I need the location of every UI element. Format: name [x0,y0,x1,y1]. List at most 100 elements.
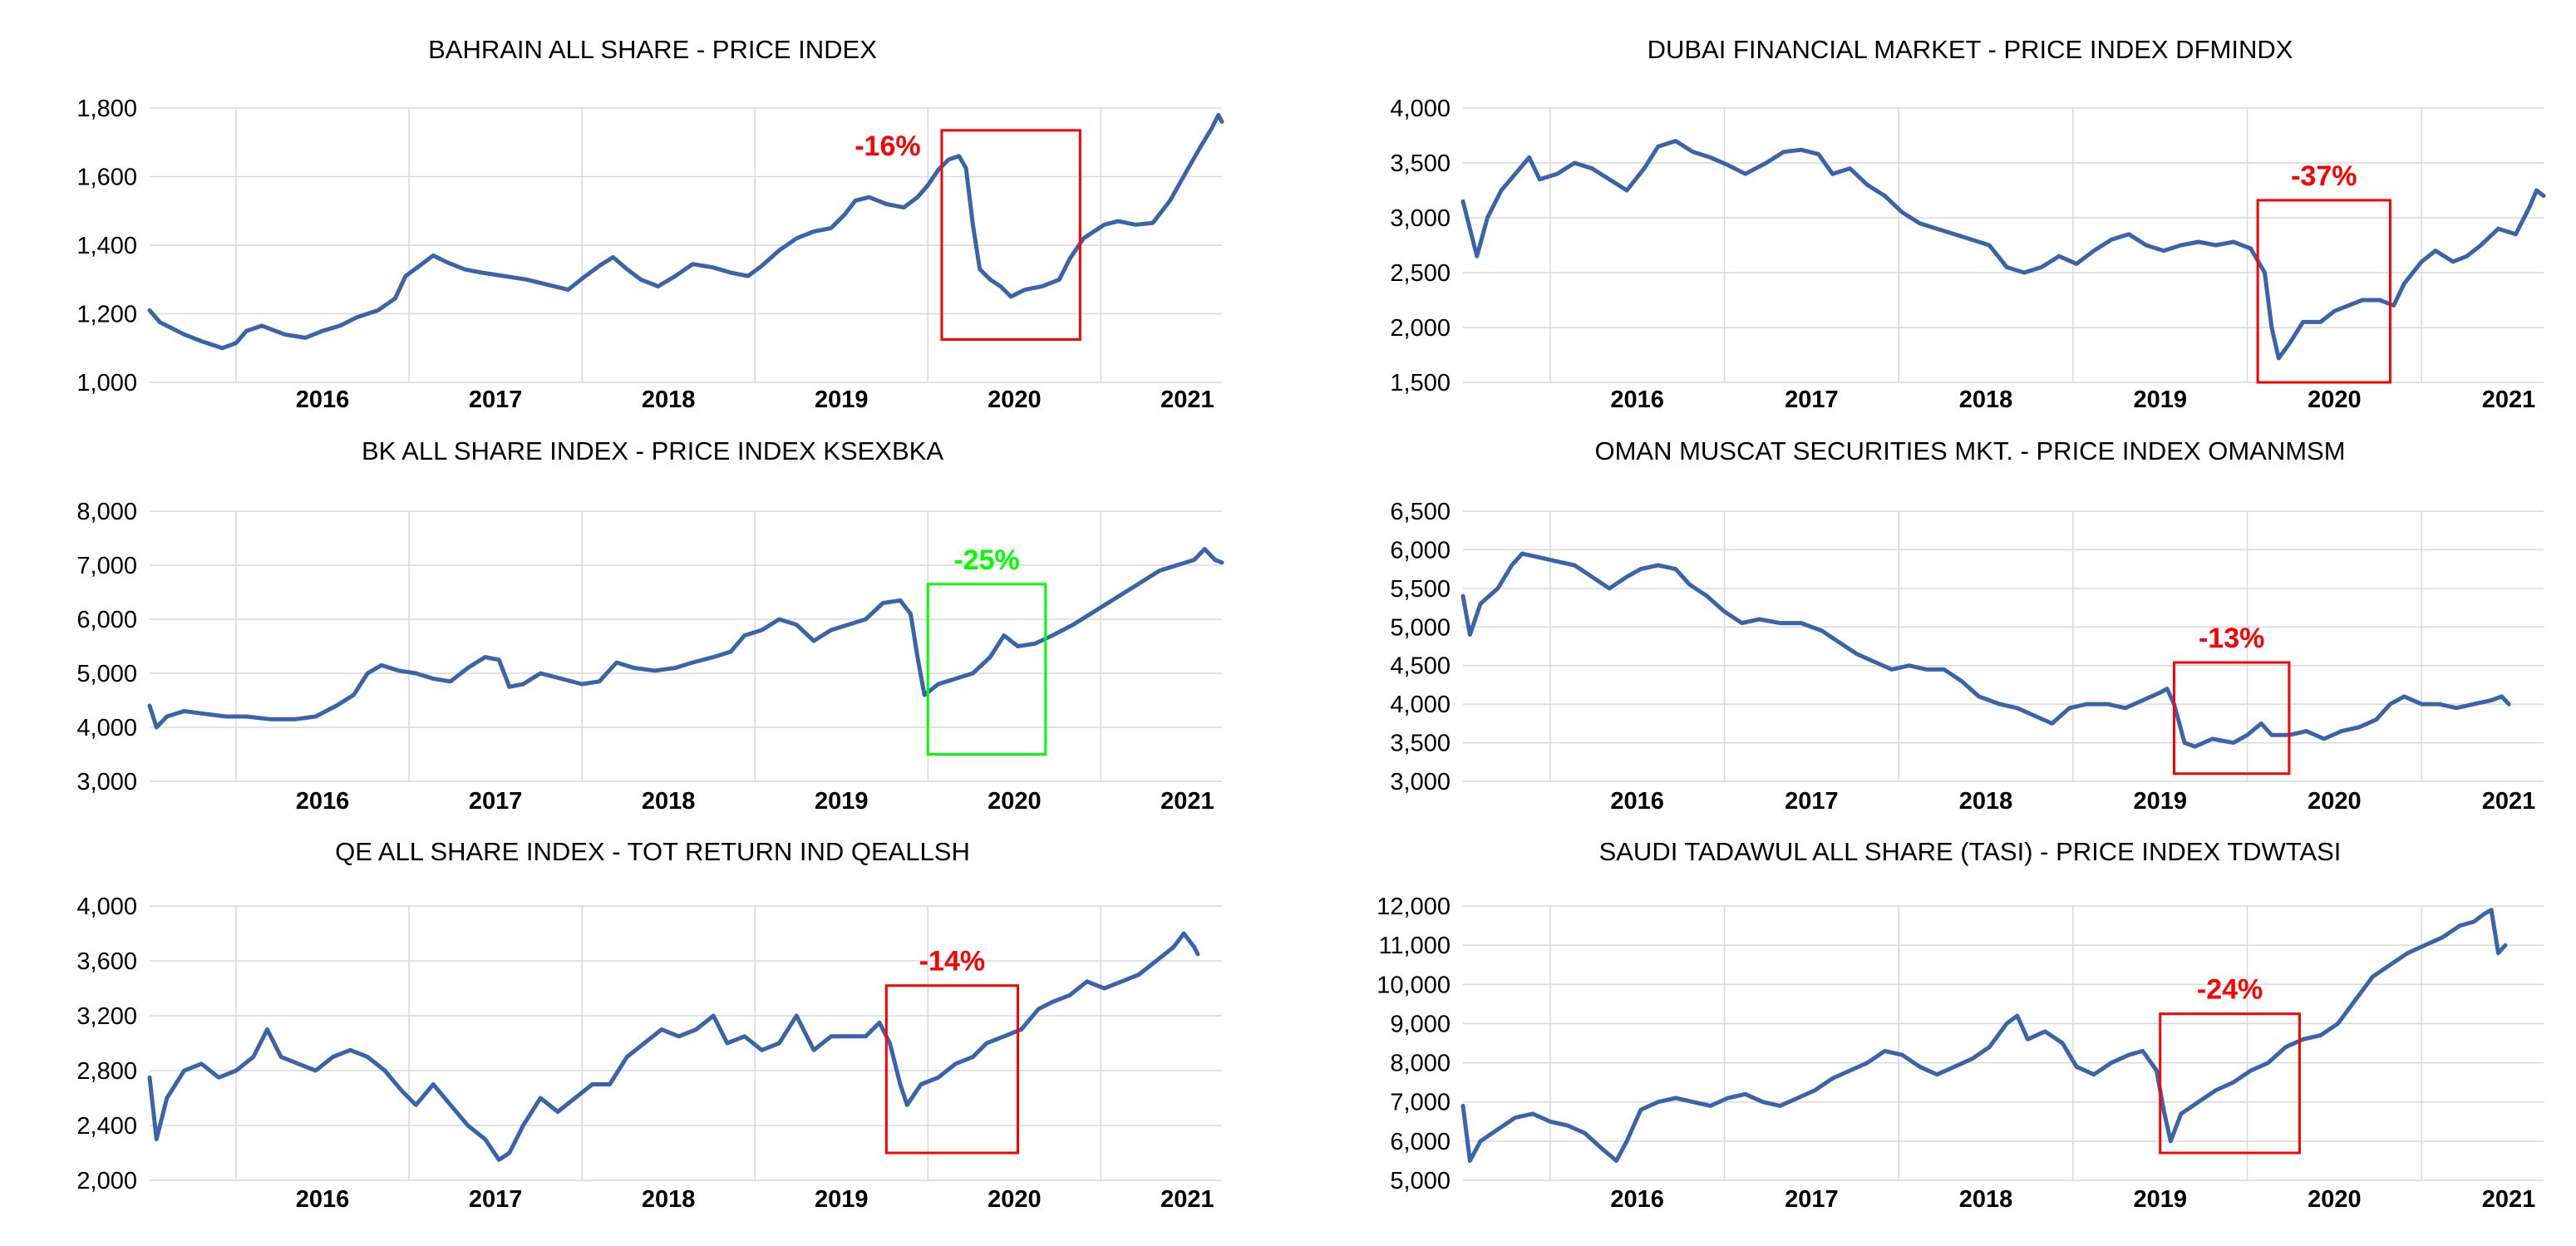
annotation-label: -13% [2199,623,2264,654]
x-tick-label: 2018 [1959,788,2013,815]
y-tick-label: 8,000 [1390,1051,1451,1077]
x-tick-label: 2016 [296,1186,350,1213]
x-tick-label: 2020 [988,1186,1042,1213]
y-tick-label: 3,000 [1390,769,1451,795]
series-line [1460,908,2508,1163]
chart-title: BAHRAIN ALL SHARE - PRICE INDEX [428,35,877,64]
y-tick-label: 3,500 [1390,150,1451,177]
x-tick-label: 2019 [815,1186,869,1213]
y-tick-label: 5,000 [1390,1168,1451,1194]
x-tick-label: 2017 [469,788,523,815]
chart-panel-0: BAHRAIN ALL SHARE - PRICE INDEX 1,000 1,20… [76,35,1224,413]
chart-panel-3: OMAN MUSCAT SECURITIES MKT. - PRICE INDE… [1390,436,2544,815]
x-tick-label: 2017 [469,1186,523,1213]
x-tick-label: 2020 [988,387,1042,413]
x-tick-label: 2020 [988,788,1042,815]
x-tick-label: 2016 [296,788,350,815]
y-tick-label: 4,000 [76,894,137,920]
x-tick-label: 2021 [2482,387,2536,413]
y-tick-label: 6,000 [1390,537,1451,564]
y-tick-label: 3,200 [76,1003,137,1030]
annotation-label: -16% [855,131,920,162]
y-tick-label: 4,000 [76,715,137,741]
y-tick-label: 6,000 [76,607,137,633]
x-tick-label: 2019 [2133,788,2187,815]
x-tick-label: 2020 [2308,1186,2362,1213]
x-tick-label: 2018 [1959,387,2013,413]
x-tick-label: 2018 [642,788,696,815]
chart-title: BK ALL SHARE INDEX - PRICE INDEX KSEXBKA [362,436,943,465]
annotation-label: -37% [2291,160,2357,192]
chart-panel-4: QE ALL SHARE INDEX - TOT RETURN IND QEAL… [76,837,1222,1213]
y-tick-label: 2,800 [76,1058,137,1085]
y-tick-label: 5,500 [1390,576,1451,603]
y-tick-label: 8,000 [76,499,137,525]
annotation-label: -25% [953,544,1019,576]
x-tick-label: 2016 [296,387,350,413]
y-tick-label: 2,000 [1390,315,1451,342]
y-tick-label: 2,000 [76,1168,137,1194]
y-tick-label: 1,500 [1390,370,1451,396]
x-tick-label: 2017 [469,387,523,413]
chart-title: SAUDI TADAWUL ALL SHARE (TASI) - PRICE I… [1599,837,2342,866]
y-tick-label: 3,600 [76,948,137,975]
chart-title: DUBAI FINANCIAL MARKET - PRICE INDEX DFM… [1648,35,2293,64]
x-tick-label: 2021 [1160,788,1214,815]
y-tick-label: 3,000 [1390,205,1451,232]
annotation-box [884,984,1019,1155]
y-tick-label: 11,000 [1378,933,1451,959]
chart-title: QE ALL SHARE INDEX - TOT RETURN IND QEAL… [335,837,970,866]
y-tick-label: 7,000 [1390,1090,1451,1116]
series-line [147,547,1224,730]
y-tick-label: 1,800 [76,96,137,122]
chart-title: OMAN MUSCAT SECURITIES MKT. - PRICE INDE… [1594,436,2345,465]
x-tick-label: 2018 [1959,1186,2013,1213]
x-tick-label: 2021 [1160,1186,1214,1213]
chart-panel-2: BK ALL SHARE INDEX - PRICE INDEX KSEXBKA… [76,436,1224,815]
y-tick-label: 1,000 [76,370,137,396]
y-tick-label: 9,000 [1390,1011,1451,1037]
annotation-box [926,583,1047,756]
series-line [147,112,1224,351]
y-tick-label: 6,000 [1390,1129,1451,1155]
y-tick-label: 2,400 [76,1113,137,1140]
annotation-box [940,129,1081,341]
y-tick-label: 4,000 [1390,692,1451,718]
x-tick-label: 2021 [2482,788,2536,815]
x-tick-label: 2021 [1160,387,1214,413]
annotation-label: -14% [919,946,985,978]
chart-panel-1: DUBAI FINANCIAL MARKET - PRICE INDEX DFM… [1390,35,2546,413]
x-tick-label: 2018 [642,387,696,413]
x-tick-label: 2021 [2482,1186,2536,1213]
annotation-label: -24% [2197,974,2263,1006]
y-tick-label: 5,000 [76,661,137,687]
y-tick-label: 5,000 [1390,614,1451,641]
y-tick-label: 4,000 [1390,96,1451,122]
y-tick-label: 1,200 [76,302,137,328]
series-line [147,931,1200,1162]
y-tick-label: 3,500 [1390,731,1451,757]
y-tick-label: 1,600 [76,165,137,191]
x-tick-label: 2020 [2308,788,2362,815]
annotation-box [2159,1012,2301,1155]
x-tick-label: 2016 [1610,387,1664,413]
x-tick-label: 2018 [642,1186,696,1213]
x-tick-label: 2017 [1785,788,1839,815]
x-tick-label: 2016 [1610,1186,1664,1213]
chart-panel-5: SAUDI TADAWUL ALL SHARE (TASI) - PRICE I… [1377,837,2544,1213]
annotation-box [2172,661,2291,776]
x-tick-label: 2019 [2133,1186,2187,1213]
y-tick-label: 10,000 [1377,972,1451,998]
y-tick-label: 4,500 [1390,653,1451,680]
y-tick-label: 6,500 [1390,499,1451,525]
x-tick-label: 2017 [1785,387,1839,413]
x-tick-label: 2017 [1785,1186,1839,1213]
y-tick-label: 1,400 [76,233,137,259]
x-tick-label: 2016 [1610,788,1664,815]
x-tick-label: 2020 [2308,387,2362,413]
y-tick-label: 12,000 [1377,894,1451,920]
annotation-box [2256,199,2391,384]
y-tick-label: 2,500 [1390,260,1451,287]
x-tick-label: 2019 [815,387,869,413]
